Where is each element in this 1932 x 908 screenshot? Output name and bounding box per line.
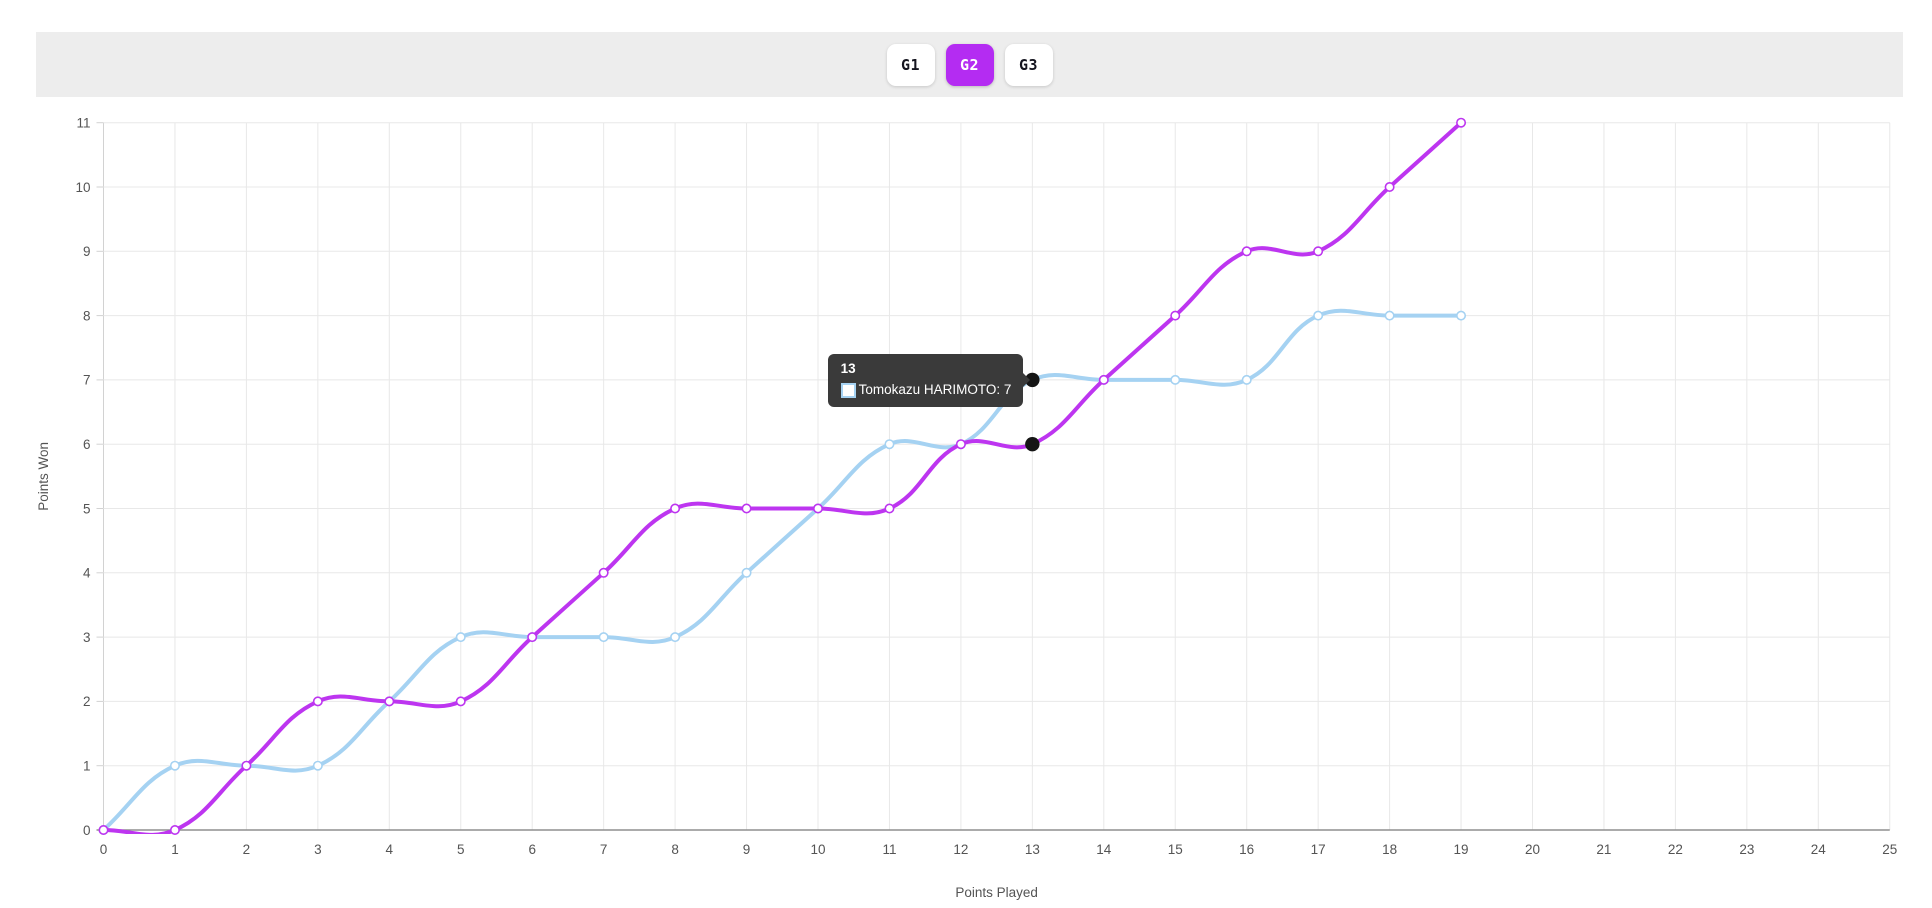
data-point-marker (455, 632, 466, 643)
data-point-marker (812, 503, 823, 514)
y-tick-label: 10 (75, 180, 90, 195)
y-tick-label: 3 (83, 630, 91, 645)
x-tick-label: 22 (1668, 842, 1683, 857)
x-tick-label: 15 (1168, 842, 1183, 857)
data-point-marker (527, 632, 538, 643)
data-point-marker (1098, 374, 1109, 385)
chart-tooltip: 13 Tomokazu HARIMOTO: 7 (827, 353, 1031, 407)
x-tick-label: 18 (1382, 842, 1397, 857)
data-point-marker (884, 503, 895, 514)
data-point-marker (169, 760, 180, 771)
data-point-marker (1384, 182, 1395, 193)
x-tick-label: 9 (743, 842, 751, 857)
game-tab-g2[interactable]: G2 (945, 43, 994, 86)
x-tick-label: 24 (1811, 842, 1827, 857)
y-tick-label: 0 (83, 823, 91, 838)
data-point-marker (1241, 246, 1252, 257)
series-color-box (840, 382, 856, 398)
data-point-marker (741, 503, 752, 514)
y-axis-title: Points Won (36, 442, 51, 511)
data-point-marker (312, 760, 323, 771)
x-tick-label: 16 (1239, 842, 1254, 857)
data-point-marker (955, 439, 966, 450)
x-tick-label: 13 (1025, 842, 1040, 857)
data-point-marker (670, 503, 681, 514)
series-line-2 (101, 120, 1464, 834)
x-tick-label: 11 (882, 842, 896, 857)
data-point-marker (98, 824, 109, 835)
data-point-marker (241, 760, 252, 771)
x-tick-label: 6 (528, 842, 536, 857)
tooltip-series-value: Tomokazu HARIMOTO: 7 (858, 381, 1012, 397)
y-tick-label: 7 (83, 373, 91, 388)
data-point-marker (312, 696, 323, 707)
game-tab-g1[interactable]: G1 (886, 43, 935, 86)
x-tick-label: 4 (386, 842, 394, 857)
x-tick-label: 1 (171, 842, 179, 857)
data-point-marker (1170, 310, 1181, 321)
tooltip-title: 13 (840, 360, 856, 376)
data-point-marker (1313, 310, 1324, 321)
data-point-marker (455, 696, 466, 707)
x-tick-label: 10 (810, 842, 825, 857)
x-tick-label: 5 (457, 842, 465, 857)
data-point-marker (384, 696, 395, 707)
y-tick-label: 4 (83, 566, 91, 581)
x-tick-label: 21 (1596, 842, 1611, 857)
x-tick-label: 25 (1882, 842, 1897, 857)
y-tick-label: 2 (83, 694, 91, 709)
y-tick-label: 6 (83, 437, 91, 452)
x-tick-label: 14 (1096, 842, 1112, 857)
data-point-marker (1313, 246, 1324, 257)
x-tick-label: 20 (1525, 842, 1540, 857)
data-point-marker (1456, 117, 1467, 128)
data-point-marker (670, 632, 681, 643)
data-point-marker (1241, 374, 1252, 385)
data-point-marker (1384, 310, 1395, 321)
tooltip-row: Tomokazu HARIMOTO: 7 (840, 381, 1012, 399)
hover-point (1025, 437, 1040, 452)
x-tick-label: 23 (1739, 842, 1754, 857)
data-point-marker (169, 824, 180, 835)
x-tick-label: 12 (953, 842, 968, 857)
y-tick-label: 8 (83, 308, 91, 323)
data-point-marker (884, 439, 895, 450)
y-tick-label: 11 (76, 116, 90, 131)
x-axis-title: Points Played (955, 885, 1038, 900)
x-tick-label: 3 (314, 842, 322, 857)
x-tick-label: 17 (1311, 842, 1326, 857)
x-tick-label: 19 (1454, 842, 1469, 857)
y-tick-label: 1 (83, 759, 91, 774)
data-point-marker (1170, 374, 1181, 385)
data-point-marker (1456, 310, 1467, 321)
game-tab-g3[interactable]: G3 (1004, 43, 1053, 86)
x-tick-label: 0 (100, 842, 108, 857)
y-tick-label: 5 (83, 501, 91, 516)
x-tick-label: 8 (671, 842, 679, 857)
data-point-marker (741, 567, 752, 578)
x-tick-label: 2 (243, 842, 251, 857)
data-point-marker (598, 632, 609, 643)
y-tick-label: 9 (83, 244, 91, 259)
data-point-marker (598, 567, 609, 578)
x-tick-label: 7 (600, 842, 608, 857)
game-selector-bar: G1 G2 G3 (36, 32, 1903, 97)
series-line-1 (101, 308, 1464, 832)
